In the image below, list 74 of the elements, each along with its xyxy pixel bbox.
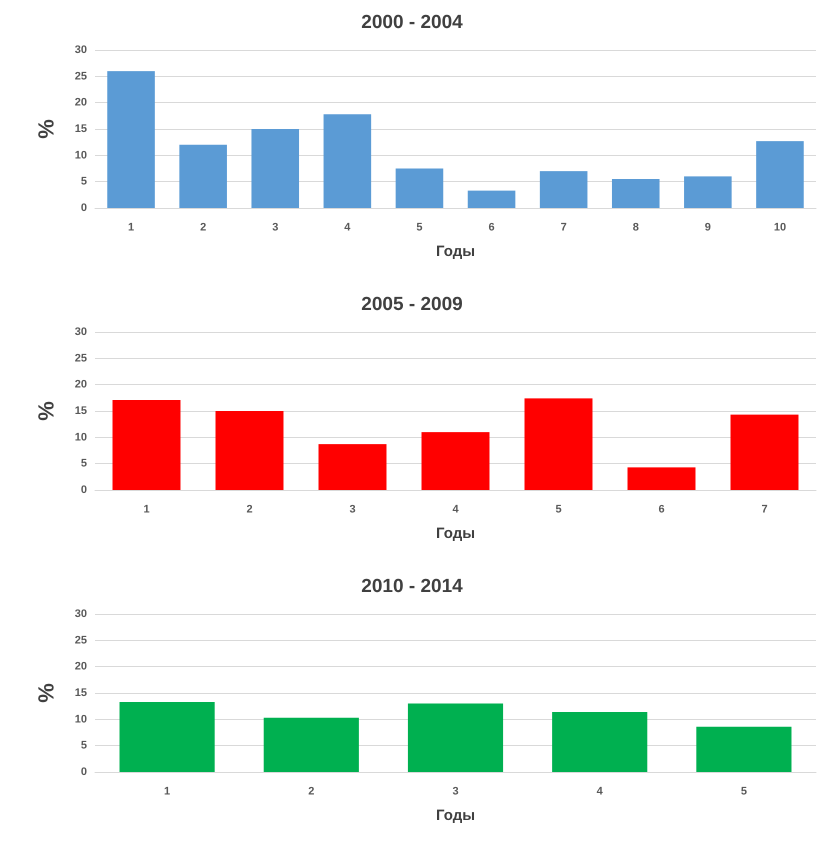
x-tick-label: 4 (596, 786, 604, 798)
x-tick-label: 1 (164, 786, 170, 798)
y-tick-label: 25 (74, 70, 87, 82)
bar (730, 414, 798, 490)
y-tick-label: 5 (80, 740, 87, 752)
y-tick-label: 20 (74, 378, 87, 391)
y-tick-label: 15 (74, 687, 87, 699)
y-tick-label: 25 (74, 352, 87, 364)
x-tick-label: 4 (452, 504, 460, 516)
x-axis-title: Годы (436, 243, 476, 260)
x-tick-label: 6 (488, 222, 495, 234)
bar (422, 432, 490, 490)
x-tick-label: 3 (452, 786, 459, 798)
y-tick-label: 10 (74, 713, 87, 726)
y-tick-label: 10 (74, 149, 87, 162)
x-tick-label: 10 (774, 222, 786, 234)
y-tick-label: 5 (80, 176, 87, 188)
y-axis-title: % (34, 401, 58, 421)
bar (684, 176, 732, 208)
bar (251, 129, 300, 208)
y-axis-title: % (34, 683, 58, 703)
x-tick-label: 7 (560, 222, 567, 234)
y-tick-label: 15 (74, 123, 87, 135)
x-tick-label: 1 (143, 504, 150, 516)
bar (696, 726, 792, 772)
x-tick-label: 1 (128, 222, 134, 234)
x-tick-label: 3 (349, 504, 356, 516)
x-tick-label: 2 (308, 786, 314, 798)
x-tick-label: 3 (272, 222, 278, 234)
x-tick-label: 2 (200, 222, 206, 234)
bar (756, 141, 804, 208)
bar (318, 444, 386, 490)
bar (540, 171, 588, 208)
bar (264, 718, 359, 772)
y-tick-label: 25 (74, 634, 87, 646)
bar (179, 144, 227, 208)
y-tick-label: 10 (74, 431, 87, 444)
chart-title: 2005 - 2009 (361, 294, 463, 315)
y-tick-label: 20 (74, 96, 87, 109)
y-tick-label: 0 (80, 766, 87, 778)
x-tick-label: 5 (740, 786, 747, 798)
y-tick-label: 0 (80, 484, 87, 496)
chart-title: 2000 - 2004 (361, 12, 464, 33)
bar (120, 702, 215, 772)
y-tick-label: 15 (74, 405, 87, 417)
x-tick-label: 5 (555, 504, 562, 516)
bar (216, 411, 284, 490)
bar (408, 704, 504, 772)
bar (396, 168, 444, 208)
y-tick-label: 30 (74, 44, 87, 56)
bar (552, 712, 648, 772)
y-tick-label: 30 (74, 608, 87, 620)
y-tick-label: 0 (80, 202, 87, 214)
y-tick-label: 30 (74, 326, 87, 338)
x-tick-label: 6 (658, 504, 665, 516)
bar (112, 400, 180, 490)
bar (324, 114, 372, 208)
bar (524, 398, 592, 490)
x-tick-label: 8 (632, 222, 639, 234)
x-tick-label: 9 (704, 222, 711, 234)
y-tick-label: 20 (74, 660, 87, 673)
x-axis-title: Годы (436, 807, 476, 824)
chart-title: 2010 - 2014 (361, 576, 464, 597)
bar (612, 179, 660, 208)
bar (628, 467, 696, 490)
x-axis-title: Годы (436, 525, 476, 542)
x-tick-label: 2 (246, 504, 253, 516)
y-tick-label: 5 (80, 458, 87, 470)
bar (107, 71, 155, 208)
y-axis-title: % (34, 119, 58, 139)
x-tick-label: 7 (761, 504, 768, 516)
x-tick-label: 4 (344, 222, 352, 234)
bar (468, 190, 516, 208)
x-tick-label: 5 (416, 222, 423, 234)
